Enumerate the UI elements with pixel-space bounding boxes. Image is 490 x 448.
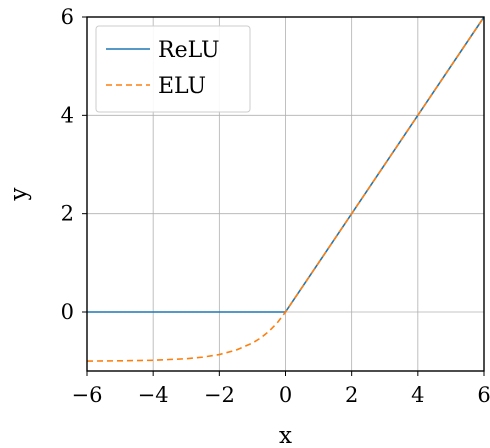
y-tick-label: 0 — [61, 300, 74, 324]
legend-label-relu: ReLU — [158, 38, 220, 63]
plot-series — [86, 16, 485, 362]
x-tick-label: 6 — [477, 383, 490, 407]
series-line-elu — [86, 16, 485, 362]
x-tick-label: −6 — [72, 383, 103, 407]
x-tick-label: −2 — [204, 383, 235, 407]
legend: ReLU ELU — [95, 25, 251, 113]
x-axis-label: x — [279, 423, 292, 448]
y-tick-label: 6 — [61, 5, 74, 29]
y-axis-label: y — [6, 188, 32, 202]
y-tick-label: 4 — [61, 103, 74, 127]
legend-label-elu: ELU — [158, 74, 206, 99]
x-tick-label: 4 — [411, 383, 424, 407]
axis-ticks: −6 −4 −2 0 2 4 6 0 2 4 6 — [61, 5, 490, 407]
x-tick-label: −4 — [138, 383, 169, 407]
x-tick-label: 0 — [279, 383, 292, 407]
legend-box — [95, 25, 251, 113]
y-tick-label: 2 — [61, 202, 74, 226]
x-tick-label: 2 — [345, 383, 358, 407]
